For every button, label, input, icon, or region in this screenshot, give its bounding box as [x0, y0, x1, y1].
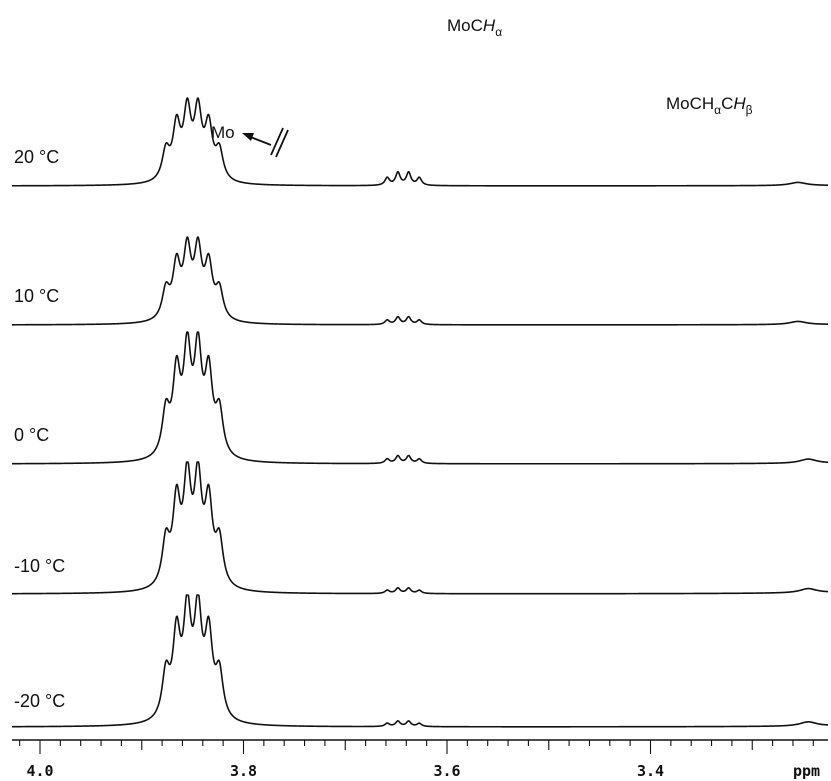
mo-ch-alpha-ch-beta-sub2: β — [746, 103, 753, 117]
mo-alkene-arrow-icon — [242, 127, 289, 158]
spectrum-trace-3 — [11, 461, 829, 595]
x-tick-label: 3.4 — [637, 762, 664, 780]
temperature-label-1: 10 °C — [14, 286, 59, 306]
mo-ch-alpha-label: MoCHα — [447, 16, 502, 39]
spectrum-trace-0 — [11, 97, 829, 187]
x-tick-label: 3.6 — [433, 762, 460, 780]
x-tick-label: 3.8 — [230, 762, 257, 780]
mo-alkene-label: Mo — [211, 123, 235, 142]
x-axis-title: ppm — [793, 762, 820, 780]
temperature-labels: 20 °C 10 °C 0 °C -10 °C -20 °C — [14, 147, 65, 711]
temperature-label-0: 20 °C — [14, 147, 59, 167]
temperature-label-4: -20 °C — [14, 691, 65, 711]
mo-ch-alpha-italic: H — [483, 16, 496, 35]
spectrum-trace-1 — [11, 236, 829, 326]
temperature-label-3: -10 °C — [14, 556, 65, 576]
mo-ch-alpha-ch-beta-sub1: α — [714, 103, 721, 117]
spectrum-traces — [11, 97, 829, 728]
mo-ch-alpha-main: MoC — [447, 16, 483, 35]
mo-ch-alpha-ch-beta-main2: C — [721, 94, 733, 113]
mo-ch-alpha-ch-beta-label: MoCHαCHβ — [666, 94, 753, 117]
x-tick-label: 4.0 — [26, 762, 53, 780]
spectrum-trace-2 — [11, 331, 829, 465]
mo-ch-alpha-ch-beta-main: MoCH — [666, 94, 714, 113]
mo-ch-alpha-sub: α — [495, 25, 502, 39]
temperature-label-2: 0 °C — [14, 425, 49, 445]
mo-ch-alpha-ch-beta-italic: H — [733, 94, 746, 113]
spectrum-trace-4 — [11, 594, 829, 728]
x-axis: 4.03.83.63.43.23.02.82.62.4 — [12, 739, 828, 780]
